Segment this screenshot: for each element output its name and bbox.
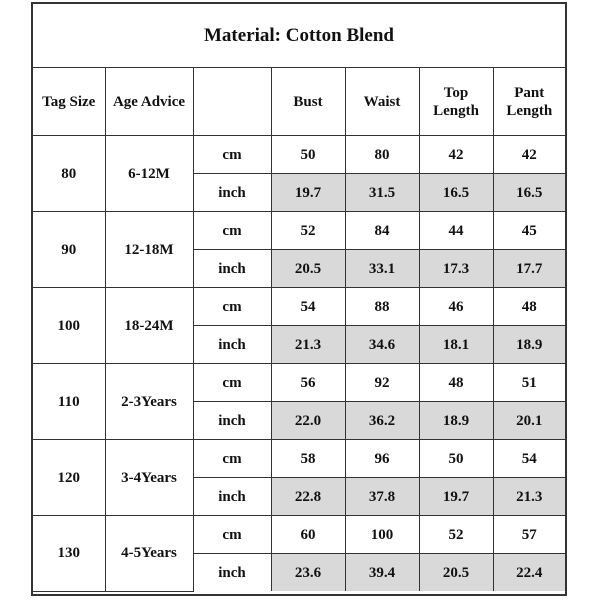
unit-cell: cm [192,439,272,478]
pant-length-cell: 20.1 [492,401,565,440]
unit-cell: cm [192,363,272,402]
header-row: Tag Size Age Advice Bust Waist Top Lengt… [33,68,565,136]
unit-cell: cm [192,515,272,554]
header-tag-size: Tag Size [33,68,106,136]
bust-cell: 50 [270,135,346,174]
pant-length-cell: 22.4 [492,553,565,591]
waist-cell: 33.1 [344,249,420,288]
pant-length-cell: 51 [492,363,565,402]
top-length-cell: 18.1 [418,325,494,364]
pant-length-cell: 16.5 [492,173,565,212]
bust-cell: 22.0 [270,401,346,440]
top-length-cell: 42 [418,135,494,174]
pant-length-cell: 48 [492,287,565,326]
table-row: 110 2-3Years cm 56 92 48 51 [33,363,565,440]
table-row: 120 3-4Years cm 58 96 50 54 [33,439,565,516]
top-length-cell: 18.9 [418,401,494,440]
header-unit [192,68,272,136]
bust-cell: 22.8 [270,477,346,516]
table-row: inch 22.0 36.2 18.9 20.1 [33,401,565,440]
header-waist: Waist [344,68,420,136]
unit-cell: inch [193,173,272,212]
tag-size-cell: 130 [33,515,106,592]
pant-length-cell: 45 [492,211,565,250]
header-top-length: Top Length [418,68,494,136]
table-row: inch 22.8 37.8 19.7 21.3 [33,477,565,516]
age-advice-cell: 2-3Years [104,363,194,440]
waist-cell: 80 [344,135,420,174]
age-advice-cell: 18-24M [104,287,194,364]
bust-cell: 23.6 [270,553,346,591]
unit-cell: inch [193,401,272,440]
waist-cell: 36.2 [344,401,420,440]
table-row: inch 23.6 39.4 20.5 22.4 [33,553,565,591]
bust-cell: 52 [270,211,346,250]
size-chart: Material: Cotton Blend Tag Size Age Advi… [31,2,567,596]
age-advice-cell: 4-5Years [104,515,194,592]
pant-length-cell: 21.3 [492,477,565,516]
age-advice-cell: 3-4Years [104,439,194,516]
bust-cell: 19.7 [270,173,346,212]
tag-size-cell: 90 [33,211,106,288]
bust-cell: 58 [270,439,346,478]
waist-cell: 100 [344,515,420,554]
top-length-cell: 44 [418,211,494,250]
age-advice-cell: 12-18M [104,211,194,288]
table-row: inch 19.7 31.5 16.5 16.5 [33,173,565,212]
pant-length-cell: 18.9 [492,325,565,364]
table-row: 100 18-24M cm 54 88 46 48 [33,287,565,364]
chart-title: Material: Cotton Blend [33,4,565,68]
top-length-cell: 52 [418,515,494,554]
waist-cell: 39.4 [344,553,420,591]
bust-cell: 21.3 [270,325,346,364]
waist-cell: 34.6 [344,325,420,364]
waist-cell: 31.5 [344,173,420,212]
top-length-cell: 46 [418,287,494,326]
top-length-cell: 19.7 [418,477,494,516]
tag-size-cell: 100 [33,287,106,364]
top-length-cell: 17.3 [418,249,494,288]
pant-length-cell: 57 [492,515,565,554]
top-length-cell: 20.5 [418,553,494,591]
waist-cell: 92 [344,363,420,402]
header-bust: Bust [270,68,346,136]
header-age-advice: Age Advice [104,68,194,136]
top-length-cell: 48 [418,363,494,402]
bust-cell: 56 [270,363,346,402]
table-row: inch 20.5 33.1 17.3 17.7 [33,249,565,288]
unit-cell: inch [193,553,272,591]
table-row: 90 12-18M cm 52 84 44 45 [33,211,565,288]
size-table: Tag Size Age Advice Bust Waist Top Lengt… [33,68,565,592]
pant-length-cell: 42 [492,135,565,174]
tag-size-cell: 110 [33,363,106,440]
header-pant-length: Pant Length [492,68,565,136]
unit-cell: inch [193,249,272,288]
header-pant-length-label: Pant Length [506,84,553,119]
age-advice-cell: 6-12M [104,135,194,212]
waist-cell: 88 [344,287,420,326]
unit-cell: cm [192,287,272,326]
waist-cell: 96 [344,439,420,478]
top-length-cell: 16.5 [418,173,494,212]
unit-cell: inch [193,477,272,516]
pant-length-cell: 54 [492,439,565,478]
top-length-cell: 50 [418,439,494,478]
bust-cell: 20.5 [270,249,346,288]
unit-cell: cm [192,135,272,174]
unit-cell: inch [193,325,272,364]
pant-length-cell: 17.7 [492,249,565,288]
table-row: 80 6-12M cm 50 80 42 42 [33,135,565,212]
tag-size-cell: 120 [33,439,106,516]
table-row: 130 4-5Years cm 60 100 52 57 [33,515,565,592]
bust-cell: 60 [270,515,346,554]
tag-size-cell: 80 [33,135,106,212]
unit-cell: cm [192,211,272,250]
waist-cell: 37.8 [344,477,420,516]
header-top-length-label: Top Length [433,84,479,119]
waist-cell: 84 [344,211,420,250]
bust-cell: 54 [270,287,346,326]
